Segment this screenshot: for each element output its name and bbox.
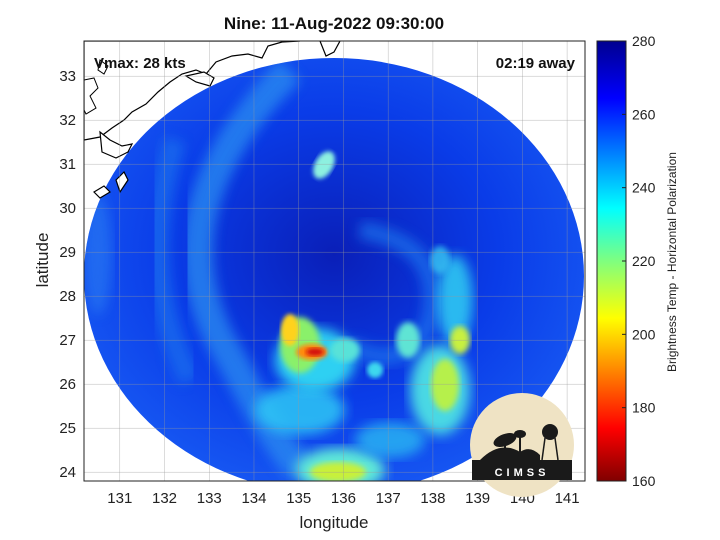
colorbar-tick-label: 260 xyxy=(632,106,656,122)
y-tick-label: 33 xyxy=(59,68,76,85)
colorbar: 160 180 200 220 240 260 280 Brightness Temp - … xyxy=(596,33,679,489)
x-tick-label: 133 xyxy=(197,490,222,507)
plot-frame xyxy=(83,40,586,482)
x-tick-label: 139 xyxy=(465,490,490,507)
colorbar-tick-label: 160 xyxy=(632,473,656,489)
y-tick-label: 32 xyxy=(59,112,76,129)
y-axis-label: latitude xyxy=(33,233,52,288)
colorbar-tick-label: 280 xyxy=(632,33,656,49)
colorbar-tick-labels: 160 180 200 220 240 260 280 xyxy=(622,33,656,489)
y-tick-label: 29 xyxy=(59,244,76,261)
x-axis-label: longitude xyxy=(299,513,368,532)
y-tick-label: 27 xyxy=(59,332,76,349)
x-tick-label: 138 xyxy=(420,490,445,507)
y-tick-label: 31 xyxy=(59,156,76,173)
colorbar-label: Brightness Temp - Horizontal Polarizatio… xyxy=(665,152,679,372)
cimss-logo-text: CIMSS xyxy=(495,467,550,479)
x-tick-label: 134 xyxy=(241,490,266,507)
y-tick-label: 26 xyxy=(59,376,76,393)
cimss-logo: CIMSS xyxy=(470,393,574,497)
y-tick-label: 24 xyxy=(59,464,76,481)
colorbar-tick-label: 240 xyxy=(632,180,656,196)
x-tick-label: 137 xyxy=(376,490,401,507)
colorbar-tick-label: 220 xyxy=(632,253,656,269)
x-tick-label: 131 xyxy=(107,490,132,507)
grid-lines xyxy=(84,41,585,481)
vmax-label: Vmax: 28 kts xyxy=(94,55,186,72)
x-tick-labels: 131 132 133 134 135 136 137 138 139 140 141 xyxy=(107,490,579,507)
colorbar-tick-label: 200 xyxy=(632,326,656,342)
y-tick-labels: 24 25 26 27 28 29 30 31 32 33 xyxy=(59,68,76,481)
colorbar-tick-label: 180 xyxy=(632,400,656,416)
x-tick-label: 136 xyxy=(331,490,356,507)
coastline xyxy=(84,41,341,199)
y-tick-label: 30 xyxy=(59,200,76,217)
y-tick-label: 28 xyxy=(59,288,76,305)
plot-title: Nine: 11-Aug-2022 09:30:00 xyxy=(223,14,445,33)
x-tick-label: 141 xyxy=(555,490,580,507)
x-tick-label: 135 xyxy=(286,490,311,507)
y-tick-label: 25 xyxy=(59,420,76,437)
colorbar-gradient xyxy=(596,40,627,482)
time-away-label: 02:19 away xyxy=(496,55,576,72)
x-tick-label: 132 xyxy=(152,490,177,507)
